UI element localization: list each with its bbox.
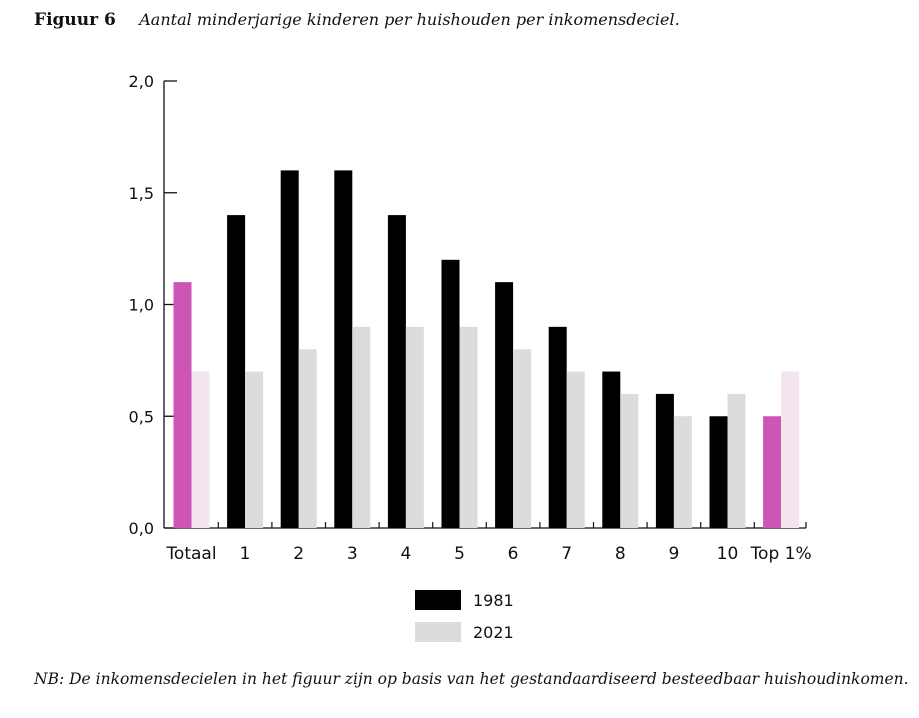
x-category-label: Totaal — [165, 544, 216, 564]
bar-2021-9 — [673, 416, 692, 528]
legend-swatch-2021 — [415, 622, 461, 642]
bar-2021-7 — [566, 371, 585, 528]
legend-item-2021: 2021 — [415, 621, 514, 643]
x-category-label: 5 — [454, 544, 465, 564]
bar-1981-8 — [602, 371, 621, 528]
x-category-label: 7 — [561, 544, 572, 564]
y-tick-label: 0,5 — [129, 407, 154, 426]
footnote: NB: De inkomensdecielen in het figuur zi… — [34, 670, 909, 688]
x-category-label: 1 — [240, 544, 251, 564]
x-category-label: Top 1% — [750, 544, 812, 564]
bar-2021-top-1- — [781, 371, 800, 528]
x-category-label: 2 — [293, 544, 304, 564]
bar-1981-2 — [280, 170, 299, 528]
bar-1981-1 — [227, 215, 246, 528]
bar-1981-top-1- — [763, 416, 782, 528]
y-tick-label: 2,0 — [129, 72, 154, 91]
legend-swatch-1981 — [415, 590, 461, 610]
figure-label: Figuur 6 — [34, 10, 116, 30]
bar-2021-1 — [245, 371, 264, 528]
y-tick-label: 0,0 — [129, 519, 154, 538]
bar-1981-9 — [655, 393, 674, 528]
bar-1981-3 — [334, 170, 353, 528]
bar-2021-6 — [513, 349, 532, 528]
bar-2021-8 — [620, 393, 639, 528]
x-category-label: 10 — [717, 544, 739, 564]
bar-2021-4 — [405, 326, 424, 528]
bar-1981-5 — [441, 259, 460, 528]
chart-bars — [173, 170, 800, 528]
bar-2021-5 — [459, 326, 478, 528]
legend-item-1981: 1981 — [415, 589, 514, 611]
legend-label-1981: 1981 — [473, 590, 514, 610]
bar-2021-3 — [352, 326, 371, 528]
figure-heading: Figuur 6 Aantal minderjarige kinderen pe… — [34, 8, 680, 32]
y-tick-label: 1,5 — [129, 184, 154, 203]
bar-1981-6 — [495, 282, 514, 528]
x-category-label: 9 — [668, 544, 679, 564]
chart-axes — [163, 80, 807, 529]
bar-2021-totaal — [191, 371, 210, 528]
bar-1981-10 — [709, 416, 728, 528]
legend-label-2021: 2021 — [473, 622, 514, 642]
x-category-label: 3 — [347, 544, 358, 564]
bar-2021-10 — [727, 393, 746, 528]
x-category-label: 8 — [615, 544, 626, 564]
bar-2021-2 — [298, 349, 317, 528]
x-category-label: 6 — [508, 544, 519, 564]
bar-1981-totaal — [173, 282, 192, 528]
chart-title: Aantal minderjarige kinderen per huishou… — [139, 10, 680, 29]
y-tick-label: 1,0 — [129, 296, 154, 315]
x-category-label: 4 — [400, 544, 411, 564]
bar-1981-7 — [548, 326, 567, 528]
bar-1981-4 — [387, 215, 406, 528]
chart-legend: 1981 2021 — [415, 589, 514, 653]
chart-labels: 0,0 0,5 1,0 1,5 2,0 Totaal 1 2 3 4 5 6 7 8 9 10 Top 1% — [129, 72, 812, 564]
